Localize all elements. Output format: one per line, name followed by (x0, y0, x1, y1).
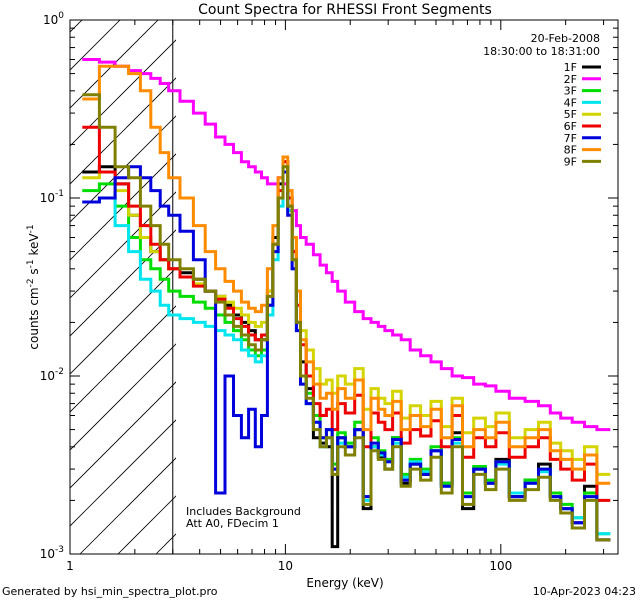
x-tick-labels: 1 10 100 (66, 559, 512, 573)
annotation-background: Includes Background (186, 505, 301, 518)
footer-timestamp: 10-Apr-2023 04:23 (533, 585, 636, 598)
y-tick-label: 100 (43, 11, 64, 27)
series-7F (82, 165, 611, 542)
x-tick-label: 100 (489, 559, 512, 573)
y-tick-label: 10-3 (40, 545, 64, 561)
svg-text:counts cm-2 s-1 keV-1: counts cm-2 s-1 keV-1 (26, 224, 41, 349)
axis-ticks (69, 20, 618, 555)
plot-frame (69, 19, 619, 555)
legend-label-8F: 8F (564, 144, 577, 157)
time-range-label: 18:30:00 to 18:31:00 (483, 45, 600, 58)
legend-label-9F: 9F (564, 155, 577, 168)
x-axis-label: Energy (keV) (306, 576, 383, 590)
footer-generated-by: Generated by hsi_min_spectra_plot.pro (2, 585, 218, 598)
series-9F (82, 93, 611, 542)
legend-label-6F: 6F (564, 120, 577, 133)
legend-label-3F: 3F (564, 85, 577, 98)
y-tick-label: 10-2 (40, 367, 64, 383)
series-6F (82, 125, 611, 502)
legend-label-2F: 2F (564, 73, 577, 86)
legend-label-4F: 4F (564, 96, 577, 109)
info-block: 20-Feb-2008 18:30:00 to 18:31:00 (483, 32, 600, 58)
series-5F (82, 160, 611, 476)
date-label: 20-Feb-2008 (531, 32, 600, 45)
y-tick-label: 10-1 (40, 189, 64, 205)
series-2F (82, 58, 611, 432)
annotation-attenuator: Att A0, FDecim 1 (186, 517, 279, 530)
y-axis-label: counts cm-2 s-1 keV-1 (26, 224, 41, 349)
legend-label-5F: 5F (564, 108, 577, 121)
series-group (82, 58, 611, 549)
x-tick-label: 10 (278, 559, 293, 573)
series-3F (82, 165, 611, 536)
y-tick-labels: 100 10-1 10-2 10-3 (40, 11, 65, 561)
x-tick-label: 1 (66, 559, 74, 573)
legend-label-1F: 1F (564, 61, 577, 74)
chart-title: Count Spectra for RHESSI Front Segments (198, 2, 492, 18)
legend-label-7F: 7F (564, 132, 577, 145)
series-8F (82, 64, 611, 485)
